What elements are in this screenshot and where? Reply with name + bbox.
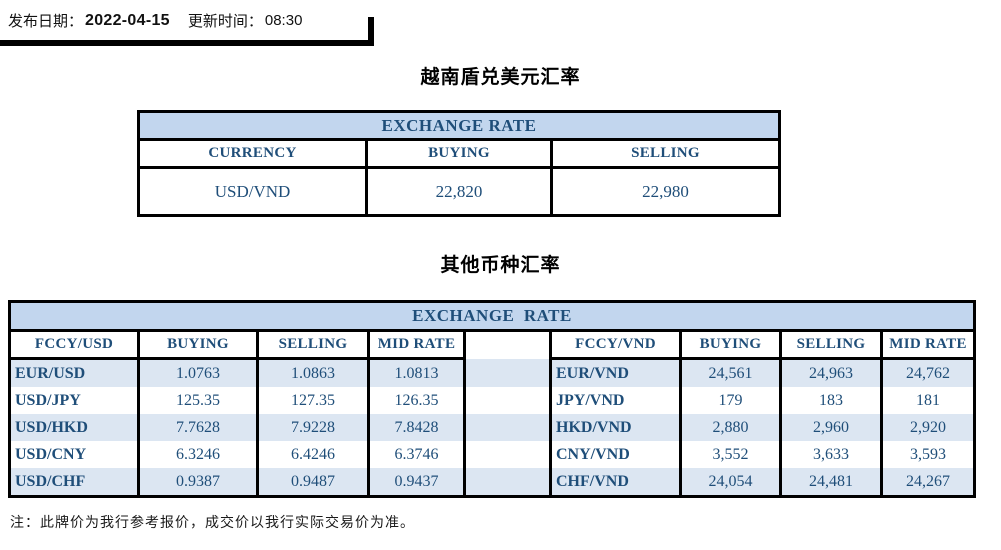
table-row: USD/VND 22,820 22,980 xyxy=(137,166,782,217)
column-header-fccy-vnd: FCCY/VND xyxy=(549,330,682,360)
table-row: USD/JPY 125.35 127.35 126.35 JPY/VND 179… xyxy=(8,387,977,414)
spacer-cell xyxy=(463,330,552,359)
usd-pair-cell: USD/JPY xyxy=(8,387,140,414)
vnd-selling-cell: 24,481 xyxy=(779,468,883,497)
usd-pair-cell: EUR/USD xyxy=(8,358,140,387)
column-header-fccy-usd: FCCY/USD xyxy=(8,330,140,360)
usd-buying-cell: 0.9387 xyxy=(137,468,259,497)
vnd-buying-cell: 24,054 xyxy=(679,468,782,497)
usd-vnd-rate-table: EXCHANGE RATE CURRENCY BUYING SELLING US… xyxy=(136,110,782,217)
column-header-vnd-midrate: MID RATE xyxy=(879,330,977,360)
exchange-rate-banner: EXCHANGE RATE xyxy=(136,110,782,141)
usd-selling-cell: 1.0863 xyxy=(256,358,370,387)
usd-selling-cell: 6.4246 xyxy=(256,441,370,468)
exchange-rate-banner: EXCHANGE RATE xyxy=(7,301,977,332)
usd-buying-cell: 6.3246 xyxy=(137,441,259,468)
usd-pair-cell: USD/HKD xyxy=(8,414,140,441)
publish-info-box: 发布日期： 2022-04-15 更新时间： 08:30 xyxy=(0,1,374,46)
vnd-selling-cell: 2,960 xyxy=(779,414,883,441)
vnd-midrate-cell: 3,593 xyxy=(879,441,977,468)
vnd-buying-cell: 3,552 xyxy=(679,441,782,468)
other-currencies-section-title: 其他币种汇率 xyxy=(440,255,561,276)
usd-midrate-cell: 6.3746 xyxy=(367,441,466,468)
column-header-row: CURRENCY BUYING SELLING xyxy=(137,138,782,169)
table-row: USD/CHF 0.9387 0.9487 0.9437 CHF/VND 24,… xyxy=(8,468,977,497)
vnd-pair-cell: CNY/VND xyxy=(549,441,682,468)
table-header-row: EXCHANGE RATE xyxy=(7,301,977,332)
usd-selling-cell: 127.35 xyxy=(256,387,370,414)
column-header-buying: BUYING xyxy=(365,138,553,169)
usd-buying-cell: 125.35 xyxy=(137,387,259,414)
publish-date-label: 发布日期： xyxy=(8,14,84,30)
usd-buying-cell: 7.7628 xyxy=(137,414,259,441)
spacer-cell xyxy=(463,358,552,387)
table-header-row: EXCHANGE RATE xyxy=(136,110,782,141)
vnd-pair-cell: EUR/VND xyxy=(549,358,682,387)
column-header-usd-selling: SELLING xyxy=(256,330,370,360)
usd-buying-cell: 1.0763 xyxy=(137,358,259,387)
box-corner-bar xyxy=(368,17,374,46)
column-header-selling: SELLING xyxy=(549,138,782,169)
vnd-pair-cell: HKD/VND xyxy=(549,414,682,441)
vnd-pair-cell: JPY/VND xyxy=(549,387,682,414)
table-row: USD/CNY 6.3246 6.4246 6.3746 CNY/VND 3,5… xyxy=(8,441,977,468)
usd-selling-cell: 7.9228 xyxy=(256,414,370,441)
vnd-pair-cell: CHF/VND xyxy=(549,468,682,497)
usd-pair-cell: USD/CHF xyxy=(8,468,140,497)
publish-date-value: 2022-04-15 xyxy=(85,11,170,29)
vnd-midrate-cell: 24,267 xyxy=(879,468,977,497)
currency-pair-cell: USD/VND xyxy=(137,166,368,217)
disclaimer-note: 注：此牌价为我行参考报价，成交价以我行实际交易价为准。 xyxy=(10,516,415,531)
usd-vnd-section-title: 越南盾兑美元汇率 xyxy=(420,67,581,88)
spacer-cell xyxy=(463,468,552,497)
spacer-cell xyxy=(463,441,552,468)
table-row: USD/HKD 7.7628 7.9228 7.8428 HKD/VND 2,8… xyxy=(8,414,977,441)
vnd-selling-cell: 24,963 xyxy=(779,358,883,387)
table-row: EUR/USD 1.0763 1.0863 1.0813 EUR/VND 24,… xyxy=(8,358,977,387)
spacer-cell xyxy=(463,414,552,441)
vnd-midrate-cell: 2,920 xyxy=(879,414,977,441)
vnd-buying-cell: 179 xyxy=(679,387,782,414)
vnd-selling-cell: 3,633 xyxy=(779,441,883,468)
vnd-midrate-cell: 24,762 xyxy=(879,358,977,387)
selling-rate-cell: 22,980 xyxy=(549,166,782,217)
other-currencies-rate-table: EXCHANGE RATE FCCY/USD BUYING SELLING MI… xyxy=(7,300,977,498)
vnd-buying-cell: 24,561 xyxy=(679,358,782,387)
usd-midrate-cell: 0.9437 xyxy=(367,468,466,497)
spacer-cell xyxy=(463,387,552,414)
usd-midrate-cell: 1.0813 xyxy=(367,358,466,387)
column-header-currency: CURRENCY xyxy=(137,138,368,169)
usd-midrate-cell: 126.35 xyxy=(367,387,466,414)
usd-selling-cell: 0.9487 xyxy=(256,468,370,497)
usd-midrate-cell: 7.8428 xyxy=(367,414,466,441)
column-header-vnd-buying: BUYING xyxy=(679,330,782,360)
vnd-buying-cell: 2,880 xyxy=(679,414,782,441)
update-time-value: 08:30 xyxy=(264,12,303,29)
vnd-selling-cell: 183 xyxy=(779,387,883,414)
column-header-vnd-selling: SELLING xyxy=(779,330,883,360)
column-header-usd-midrate: MID RATE xyxy=(367,330,466,360)
usd-pair-cell: USD/CNY xyxy=(8,441,140,468)
column-header-usd-buying: BUYING xyxy=(137,330,259,360)
buying-rate-cell: 22,820 xyxy=(365,166,553,217)
column-header-row: FCCY/USD BUYING SELLING MID RATE FCCY/VN… xyxy=(8,330,977,360)
update-time-label: 更新时间： xyxy=(187,14,263,30)
vnd-midrate-cell: 181 xyxy=(879,387,977,414)
